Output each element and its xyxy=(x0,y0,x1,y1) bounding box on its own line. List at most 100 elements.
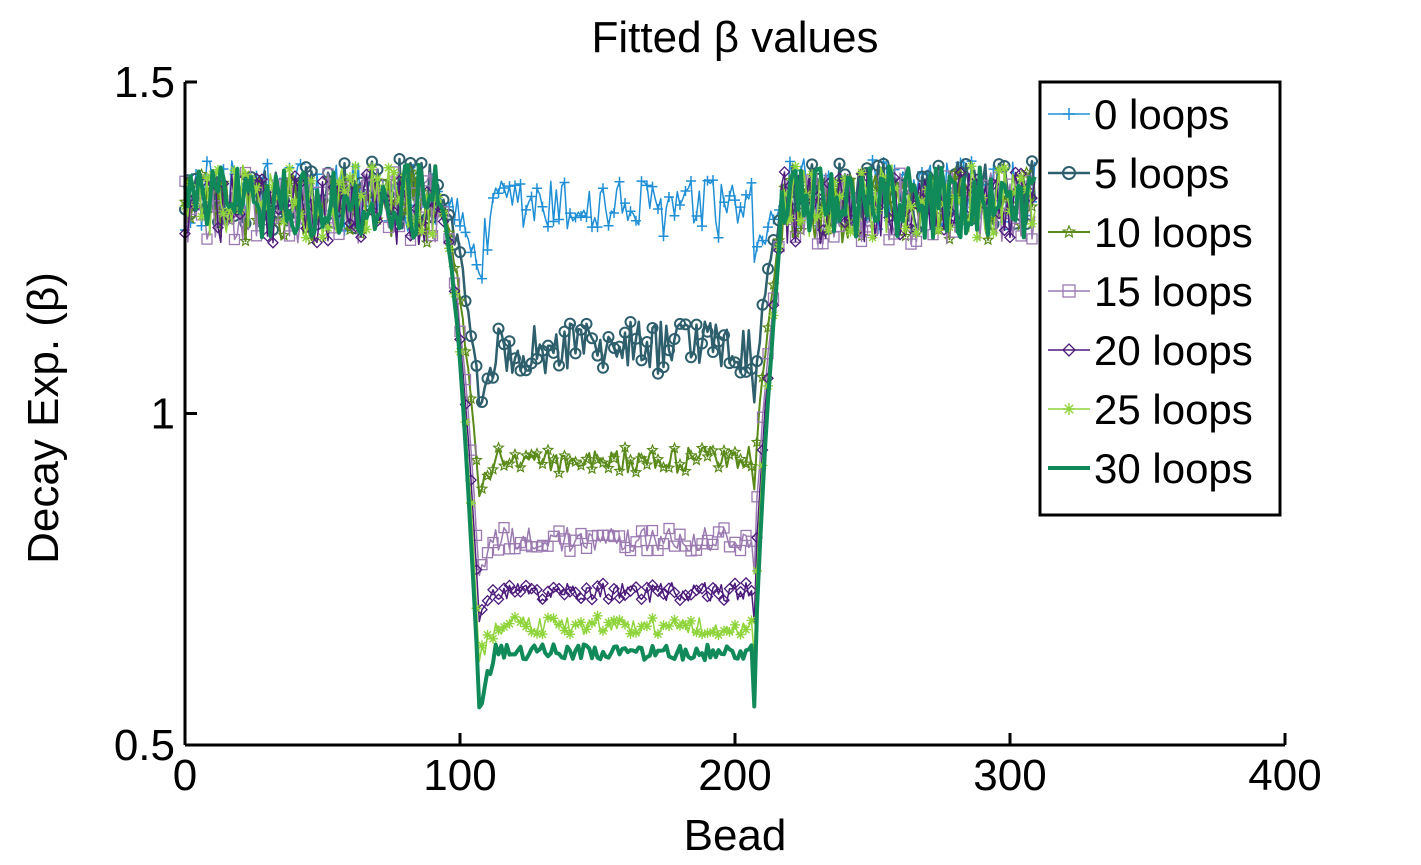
data-point xyxy=(629,465,643,478)
data-point xyxy=(558,533,571,545)
data-point xyxy=(520,579,532,592)
data-point xyxy=(663,582,675,595)
data-point xyxy=(570,619,581,630)
data-point xyxy=(466,247,476,258)
data-point xyxy=(840,173,850,184)
legend-marker xyxy=(1063,108,1075,120)
data-point xyxy=(818,204,828,215)
data-point xyxy=(668,586,681,599)
data-point xyxy=(653,204,663,215)
data-point xyxy=(521,621,531,632)
data-point xyxy=(509,586,521,598)
data-point xyxy=(603,617,614,628)
data-point xyxy=(691,627,702,638)
data-point xyxy=(762,262,774,275)
data-point xyxy=(591,453,604,466)
data-point xyxy=(503,579,516,592)
data-point xyxy=(536,457,549,470)
data-point xyxy=(674,528,686,540)
y-axis-label: Decay Exp. (β) xyxy=(19,272,68,564)
data-point xyxy=(283,230,296,242)
data-point xyxy=(741,189,751,200)
data-point xyxy=(360,168,373,181)
data-point xyxy=(1015,230,1027,242)
data-point xyxy=(718,594,730,607)
data-point xyxy=(756,298,769,311)
data-point xyxy=(679,589,692,601)
data-point xyxy=(620,619,630,630)
data-point xyxy=(196,211,207,222)
data-point xyxy=(279,216,289,227)
data-point xyxy=(668,333,681,346)
data-point xyxy=(532,628,542,639)
data-point xyxy=(741,624,751,635)
legend-label: 15 loops xyxy=(1094,268,1253,315)
data-point xyxy=(543,612,553,623)
x-axis-label: Bead xyxy=(684,811,787,860)
data-point xyxy=(493,625,504,636)
data-point xyxy=(339,185,350,196)
data-point xyxy=(669,614,680,625)
data-point xyxy=(196,220,207,231)
data-point xyxy=(867,232,878,243)
data-point xyxy=(576,210,586,221)
data-point xyxy=(509,352,521,365)
data-point xyxy=(613,340,626,353)
data-point xyxy=(597,577,609,590)
data-point xyxy=(707,581,719,594)
data-point xyxy=(728,445,742,458)
data-point xyxy=(1026,233,1038,245)
data-point xyxy=(674,317,686,330)
data-point xyxy=(735,202,746,213)
data-point xyxy=(653,629,663,639)
data-point xyxy=(1016,172,1026,183)
data-point xyxy=(740,576,752,589)
data-point xyxy=(338,157,351,170)
data-point xyxy=(998,224,1011,237)
data-point xyxy=(499,182,509,193)
data-point xyxy=(580,582,593,594)
data-point xyxy=(900,223,911,234)
data-point xyxy=(911,228,922,238)
data-point xyxy=(350,161,361,172)
data-point xyxy=(817,238,829,250)
data-point xyxy=(948,166,962,179)
data-point xyxy=(785,213,795,224)
legend-item: 15 loops xyxy=(1048,268,1253,315)
data-point xyxy=(680,186,691,197)
data-point xyxy=(608,582,620,595)
data-point xyxy=(213,164,223,175)
data-point xyxy=(564,545,576,557)
data-point xyxy=(735,629,746,640)
data-point xyxy=(712,588,725,600)
data-point xyxy=(575,592,587,605)
plot-series xyxy=(178,153,1039,710)
data-point xyxy=(334,177,344,188)
data-point xyxy=(646,443,659,456)
data-point xyxy=(624,453,637,466)
data-point xyxy=(548,216,559,227)
data-point xyxy=(607,451,621,464)
data-point xyxy=(559,177,570,188)
data-point xyxy=(202,156,212,167)
data-point xyxy=(581,624,592,635)
data-point xyxy=(316,175,329,188)
axes: 0 100 200 300 400 0.5 1 1.5 xyxy=(114,58,1322,800)
data-point xyxy=(1025,200,1039,212)
data-point xyxy=(845,226,856,237)
data-point xyxy=(585,462,599,475)
data-point xyxy=(877,157,890,170)
data-point xyxy=(389,167,399,178)
data-point xyxy=(745,459,758,472)
data-point xyxy=(504,618,515,629)
x-tick-label: 400 xyxy=(1248,751,1321,800)
legend-label: 20 loops xyxy=(1094,327,1253,374)
data-point xyxy=(530,447,544,459)
data-point xyxy=(701,590,714,603)
data-point xyxy=(663,344,675,357)
data-point xyxy=(899,229,912,242)
data-point xyxy=(559,625,570,636)
data-point xyxy=(508,447,522,460)
data-point xyxy=(933,225,944,236)
data-point xyxy=(745,584,758,597)
